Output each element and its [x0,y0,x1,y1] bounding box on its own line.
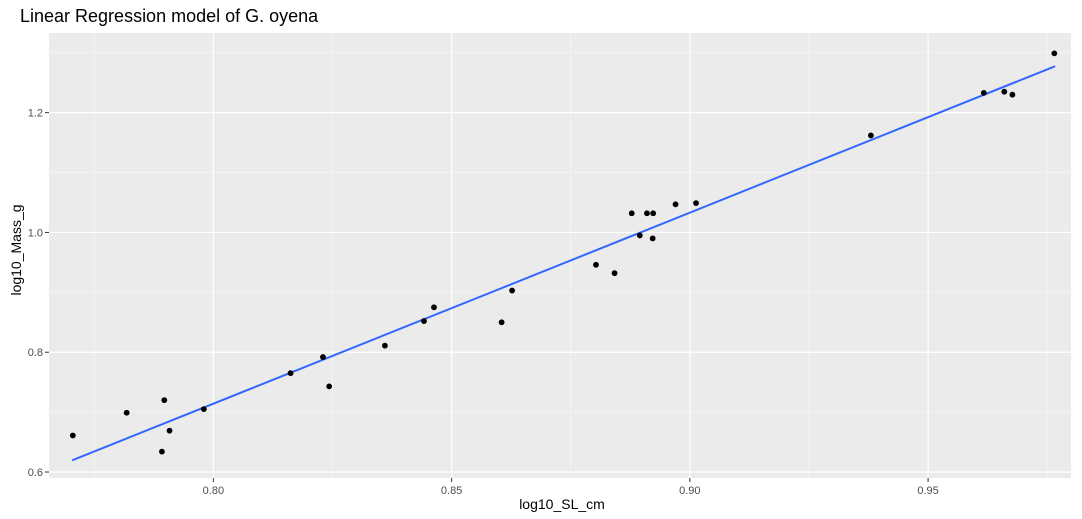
x-axis-title: log10_SL_cm [519,496,605,512]
data-point [159,448,165,455]
x-tick-label: 0.80 [203,485,224,497]
y-tick-label: 1.2 [28,108,43,120]
data-points-layer [69,50,1058,455]
y-axis-title: log10_Mass_g [8,204,24,295]
data-point [161,397,168,404]
minor-gridlines [49,33,1071,478]
regression-line-layer [71,65,1056,462]
data-point [980,89,987,96]
y-tick-label: 0.8 [28,347,43,359]
y-axis: 0.6 0.8 1.0 1.2 [28,108,49,479]
x-tick-label: 0.90 [679,485,700,497]
data-point [166,427,173,434]
y-tick-label: 1.0 [28,227,43,239]
data-point [509,287,516,294]
data-point [1001,88,1008,95]
data-point [693,200,699,206]
data-point [593,261,599,268]
data-point [649,235,656,242]
data-point [611,270,618,277]
data-point [1009,91,1016,98]
data-point [123,409,130,416]
data-point [636,232,643,239]
data-point [672,201,679,208]
x-tick-label: 0.95 [917,485,938,497]
data-point [320,354,326,360]
regression-line [71,65,1056,462]
data-point [421,318,427,324]
data-point [287,370,294,377]
data-point [867,132,874,139]
data-point [650,210,657,217]
data-point [69,432,76,439]
y-tick-label: 0.6 [28,467,43,479]
data-point [326,383,333,390]
plot-panel [49,33,1071,478]
data-point [431,304,437,311]
data-point [628,210,635,217]
x-axis: 0.80 0.85 0.90 0.95 [203,478,939,497]
data-point [644,210,650,217]
data-point [200,406,207,413]
data-point [498,319,505,326]
data-point [382,342,388,349]
data-point [1051,50,1058,57]
x-tick-label: 0.85 [441,485,462,497]
chart-title: Linear Regression model of G. oyena [20,6,319,26]
